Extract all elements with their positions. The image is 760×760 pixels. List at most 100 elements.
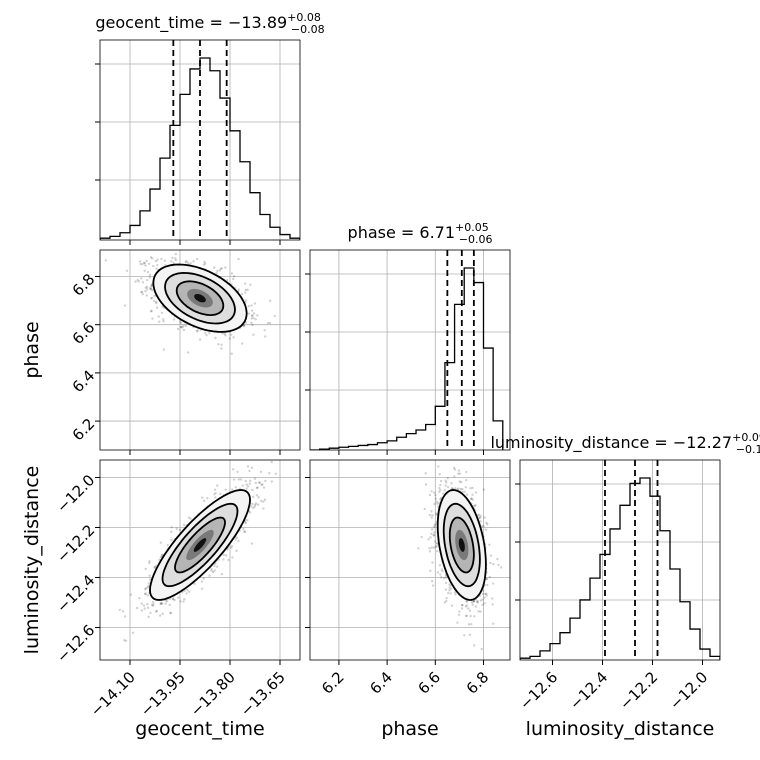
sample-point — [214, 562, 217, 565]
panel-title: luminosity_distance = −12.27+0.09−0.12 — [490, 431, 760, 456]
sample-point — [252, 506, 255, 510]
sample-point — [250, 314, 254, 317]
sample-point — [220, 572, 224, 576]
sample-point — [482, 488, 485, 491]
sample-point — [159, 555, 163, 559]
sample-point — [428, 513, 432, 517]
sample-point — [433, 540, 437, 543]
sample-point — [164, 599, 168, 602]
sample-point — [471, 486, 474, 490]
contour — [175, 280, 225, 317]
sample-point — [434, 494, 437, 497]
sample-point — [447, 591, 450, 595]
sample-point — [253, 503, 257, 507]
sample-point — [483, 596, 486, 599]
sample-point — [434, 497, 438, 500]
sample-point — [168, 603, 171, 607]
sample-point — [428, 547, 431, 550]
sample-point — [254, 318, 257, 321]
sample-point — [496, 557, 499, 561]
sample-point — [430, 579, 434, 583]
sample-point — [237, 478, 241, 481]
sample-point — [256, 314, 259, 317]
sample-point — [480, 647, 483, 651]
sample-point — [153, 294, 156, 298]
sample-point — [479, 520, 482, 523]
sample-point — [423, 507, 426, 511]
sample-point — [175, 527, 178, 530]
sample-point — [230, 544, 234, 548]
sample-point — [254, 502, 258, 505]
contour — [174, 516, 226, 574]
sample-point — [145, 259, 148, 263]
sample-point — [253, 302, 257, 305]
sample-point — [259, 470, 263, 474]
sample-point — [171, 256, 174, 260]
x-tick-label: −12.4 — [566, 668, 611, 713]
sample-point — [459, 487, 462, 491]
joint-geocent_time-phase — [104, 252, 276, 355]
sample-point — [464, 605, 468, 608]
sample-point — [182, 523, 186, 527]
sample-point — [231, 556, 234, 559]
sample-point — [148, 560, 151, 563]
sample-point — [195, 330, 199, 333]
sample-point — [497, 563, 500, 567]
title-sup: +0.05 — [455, 221, 489, 234]
sample-point — [145, 288, 149, 291]
sample-point — [420, 535, 423, 539]
sample-point — [151, 600, 155, 604]
sample-point — [454, 487, 457, 490]
contour — [442, 502, 481, 588]
sample-point — [444, 479, 447, 482]
sample-point — [441, 570, 444, 573]
sample-point — [248, 482, 251, 485]
sample-point — [438, 486, 441, 490]
sample-point — [467, 607, 470, 610]
sample-point — [248, 479, 252, 483]
sample-point — [473, 615, 476, 618]
sample-point — [159, 601, 163, 605]
sample-point — [475, 600, 479, 604]
sample-point — [449, 592, 452, 595]
sample-point — [193, 582, 196, 586]
sample-point — [434, 545, 438, 549]
sample-point — [220, 347, 223, 350]
x-tick-label: −13.80 — [187, 668, 239, 720]
sample-point — [222, 553, 225, 557]
sample-point — [244, 479, 247, 483]
sample-point — [146, 586, 149, 589]
sample-point — [268, 299, 272, 303]
sample-point — [448, 583, 451, 586]
sample-point — [145, 294, 148, 297]
sample-point — [246, 465, 250, 468]
sample-point — [444, 581, 448, 585]
sample-point — [488, 543, 491, 546]
sample-point — [450, 482, 453, 485]
sample-point — [485, 592, 488, 596]
sample-point — [179, 320, 182, 323]
sample-point — [246, 485, 250, 488]
sample-point — [129, 593, 133, 596]
sample-point — [443, 576, 446, 580]
sample-point — [257, 481, 261, 484]
sample-point — [434, 523, 437, 526]
sample-point — [248, 469, 251, 473]
sample-point — [140, 277, 143, 280]
sample-point — [187, 516, 191, 519]
sample-point — [268, 321, 272, 325]
sample-point — [146, 602, 149, 606]
sample-point — [435, 549, 439, 553]
sample-point — [430, 490, 433, 493]
sample-point — [183, 597, 186, 601]
sample-point — [214, 496, 217, 499]
panel-frame — [519, 459, 721, 661]
sample-point — [472, 600, 475, 603]
sample-point — [160, 602, 164, 605]
sample-point — [158, 614, 162, 617]
histogram-luminosity_distance — [520, 477, 720, 660]
sample-point — [208, 574, 211, 577]
sample-point — [186, 261, 190, 264]
sample-point — [232, 478, 236, 481]
sample-point — [468, 633, 472, 637]
